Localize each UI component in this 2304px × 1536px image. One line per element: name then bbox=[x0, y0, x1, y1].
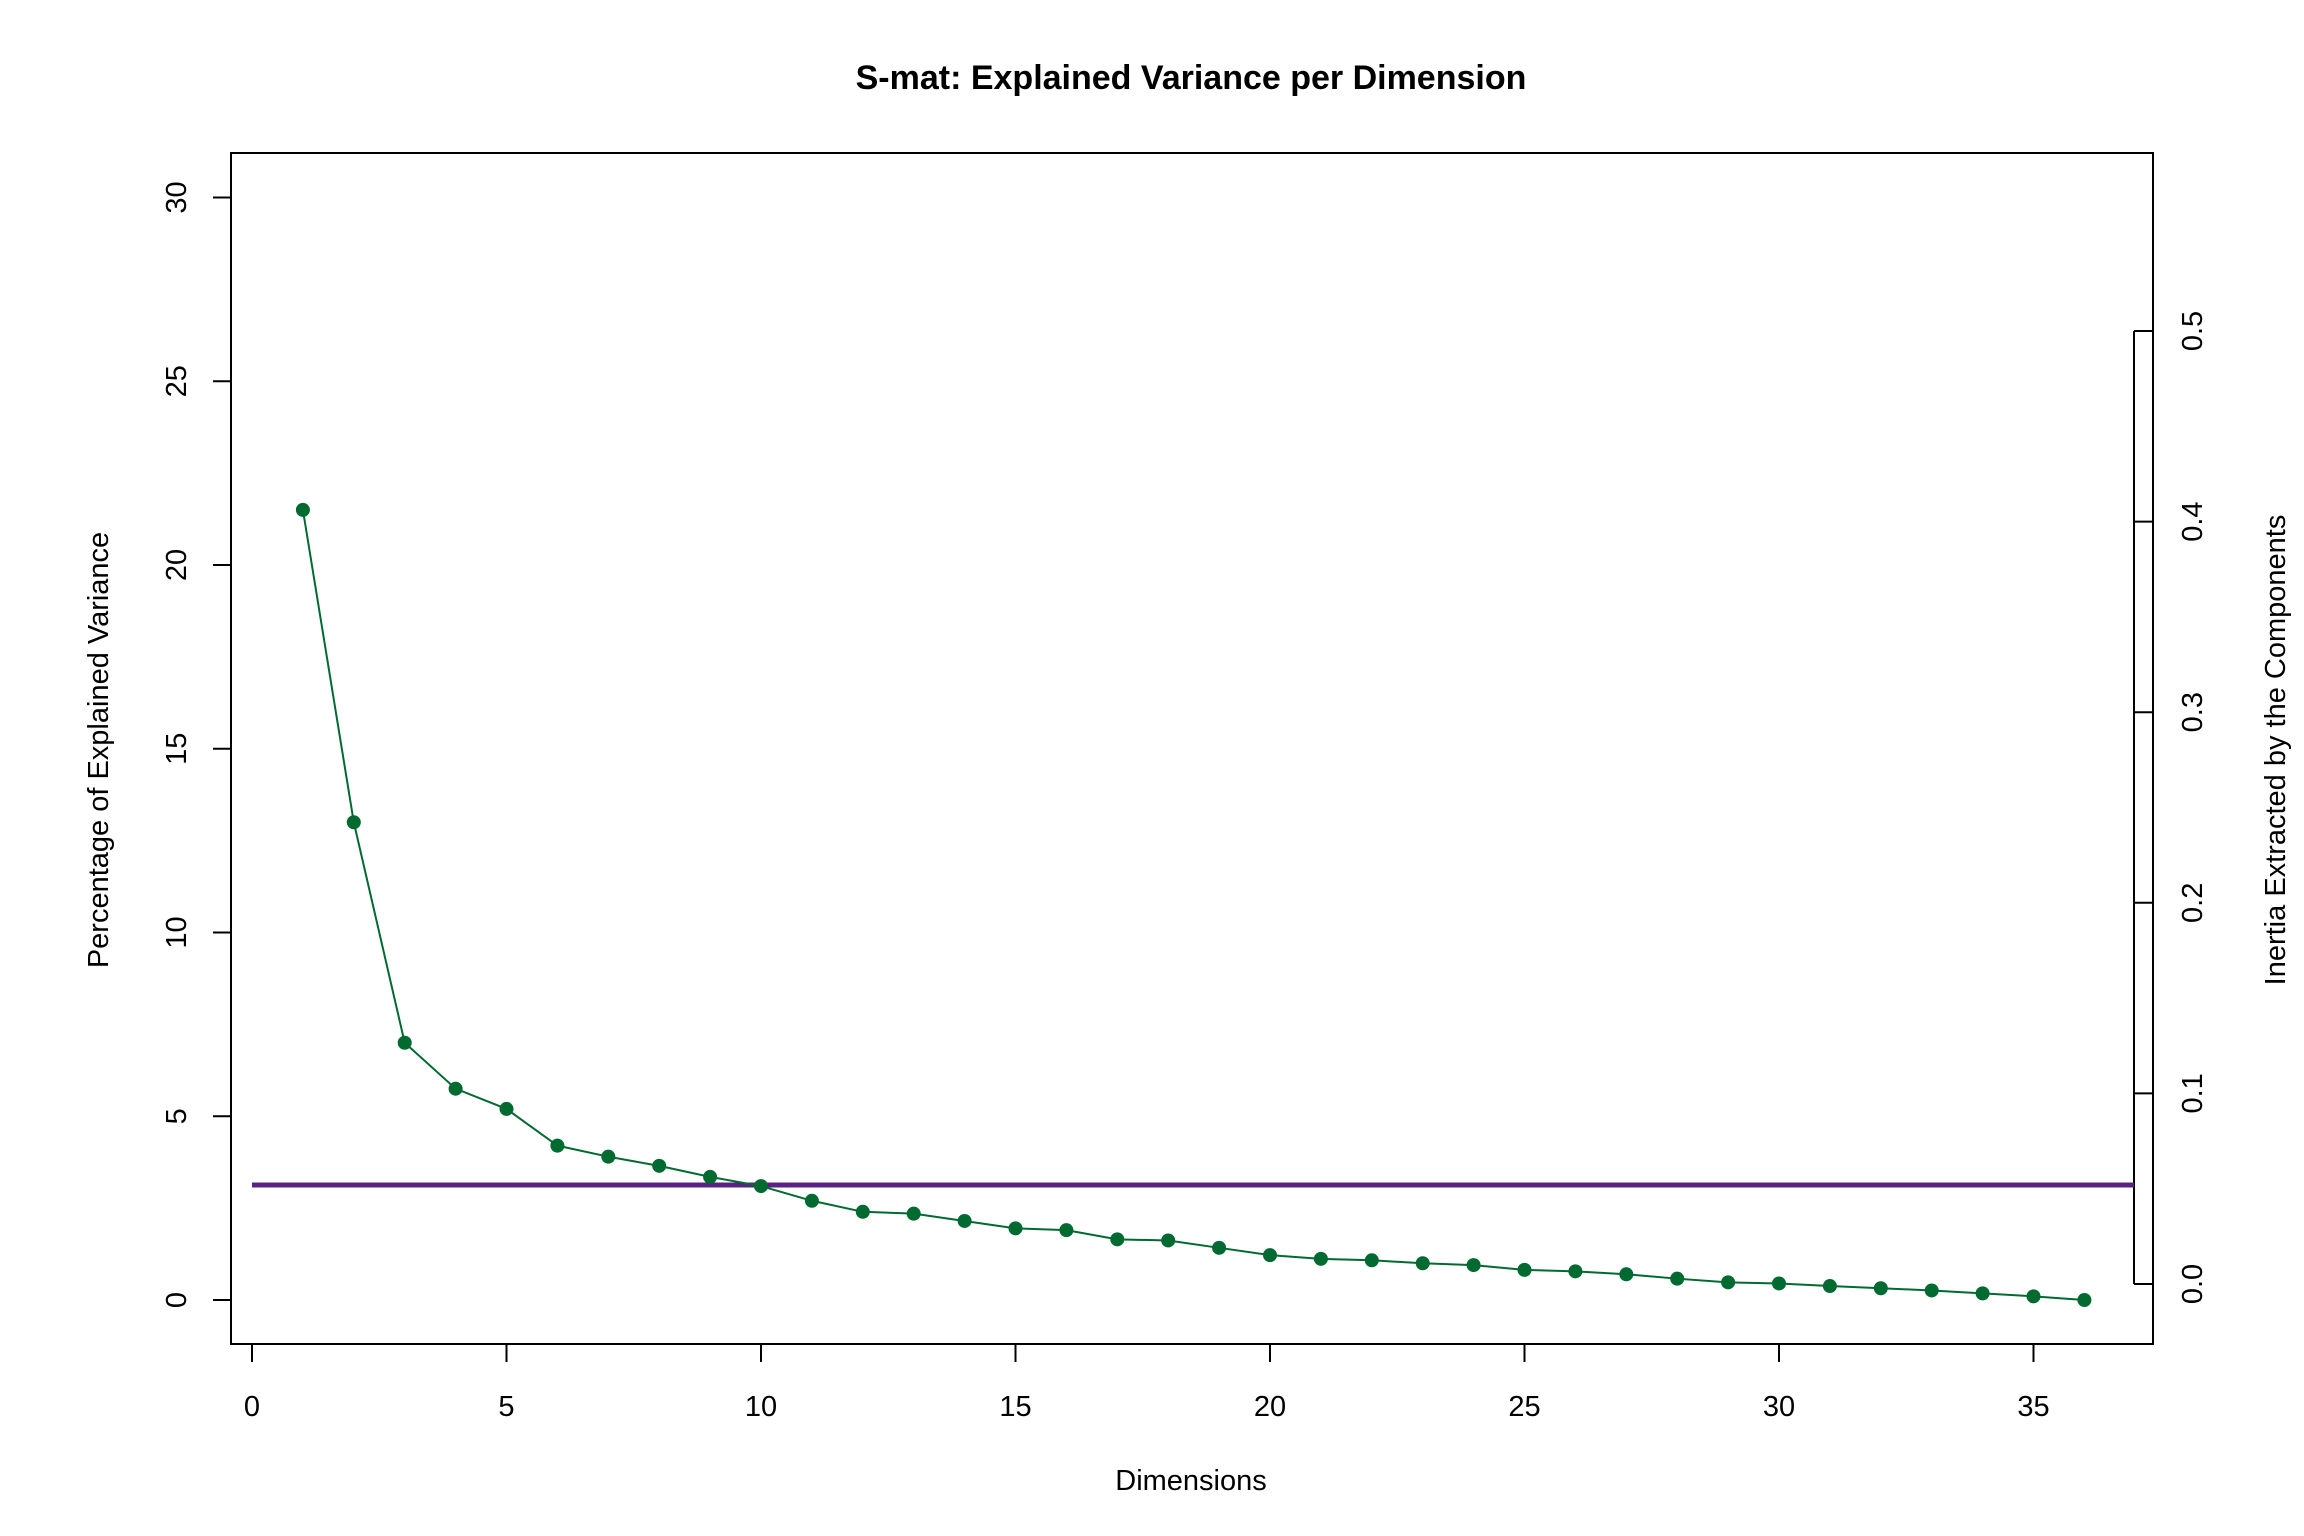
data-point bbox=[1263, 1248, 1277, 1263]
data-point bbox=[906, 1206, 921, 1221]
data-point bbox=[499, 1101, 514, 1116]
data-point bbox=[1059, 1223, 1074, 1238]
data-point bbox=[1161, 1233, 1176, 1248]
data-point bbox=[1721, 1275, 1736, 1290]
x-tick-label: 30 bbox=[1763, 1391, 1795, 1423]
y-tick-label: 30 bbox=[161, 181, 193, 213]
data-point bbox=[1924, 1283, 1939, 1298]
data-point bbox=[1313, 1251, 1328, 1266]
x-axis-label: Dimensions bbox=[1115, 1465, 1267, 1497]
x-tick-label: 35 bbox=[2017, 1391, 2049, 1423]
data-point bbox=[1517, 1262, 1532, 1277]
y-tick-label: 15 bbox=[161, 733, 193, 765]
data-point bbox=[1822, 1279, 1837, 1294]
y-tick-label: 10 bbox=[161, 916, 193, 948]
y-right-tick-label: 0.3 bbox=[2177, 692, 2209, 732]
x-tick-label: 0 bbox=[244, 1391, 260, 1423]
data-point bbox=[1466, 1258, 1481, 1273]
data-point bbox=[550, 1138, 565, 1153]
y-tick-label: 20 bbox=[161, 549, 193, 581]
data-point bbox=[2077, 1293, 2092, 1307]
x-tick-label: 5 bbox=[498, 1391, 514, 1423]
x-tick-label: 20 bbox=[1254, 1391, 1286, 1423]
data-point bbox=[1568, 1264, 1583, 1279]
y-right-tick-label: 0.0 bbox=[2177, 1264, 2209, 1304]
y-right-tick-label: 0.2 bbox=[2177, 883, 2209, 923]
data-point bbox=[804, 1193, 819, 1208]
data-point bbox=[754, 1179, 768, 1194]
data-point bbox=[1364, 1253, 1379, 1268]
data-point bbox=[957, 1213, 972, 1228]
data-point bbox=[601, 1149, 616, 1164]
x-tick-label: 15 bbox=[999, 1391, 1031, 1423]
y-tick-label: 25 bbox=[161, 365, 193, 397]
data-point bbox=[1415, 1256, 1430, 1271]
y-right-tick-label: 0.4 bbox=[2177, 501, 2209, 541]
y-right-tick-label: 0.5 bbox=[2177, 311, 2209, 351]
series-group bbox=[295, 502, 2092, 1307]
y-axis-label: Percentage of Explained Variance bbox=[83, 532, 115, 968]
data-point bbox=[1873, 1281, 1888, 1296]
y-tick-label: 0 bbox=[161, 1292, 193, 1308]
data-point bbox=[295, 502, 310, 517]
data-point bbox=[855, 1204, 870, 1219]
data-point bbox=[1110, 1232, 1125, 1247]
chart-title: S-mat: Explained Variance per Dimension bbox=[856, 59, 1527, 97]
x-tick-label: 25 bbox=[1508, 1391, 1540, 1423]
data-point bbox=[1008, 1221, 1023, 1236]
y-axis-right: 0.0 0.1 0.2 0.3 0.4 0.5 bbox=[2133, 311, 2209, 1304]
data-point bbox=[397, 1035, 412, 1050]
data-point bbox=[2026, 1289, 2041, 1304]
x-axis: 0 5 10 15 20 25 30 35 bbox=[244, 1343, 2050, 1423]
data-point bbox=[346, 815, 361, 830]
data-point bbox=[652, 1158, 667, 1173]
plot-frame bbox=[230, 152, 2154, 1345]
y-right-tick-label: 0.1 bbox=[2177, 1073, 2209, 1113]
y-tick-label: 5 bbox=[161, 1108, 193, 1124]
y-axis-right-label: Inertia Extracted by the Components bbox=[2260, 515, 2292, 986]
data-point bbox=[448, 1081, 463, 1096]
data-point bbox=[1619, 1267, 1634, 1282]
y-axis: 0 5 10 15 20 25 30 bbox=[161, 181, 232, 1308]
data-point bbox=[1670, 1271, 1685, 1286]
x-tick-label: 10 bbox=[745, 1391, 777, 1423]
data-point bbox=[1212, 1240, 1227, 1255]
data-point bbox=[1975, 1286, 1990, 1301]
series-line bbox=[301, 509, 2085, 1301]
data-point bbox=[703, 1169, 718, 1184]
data-point bbox=[1772, 1276, 1786, 1291]
